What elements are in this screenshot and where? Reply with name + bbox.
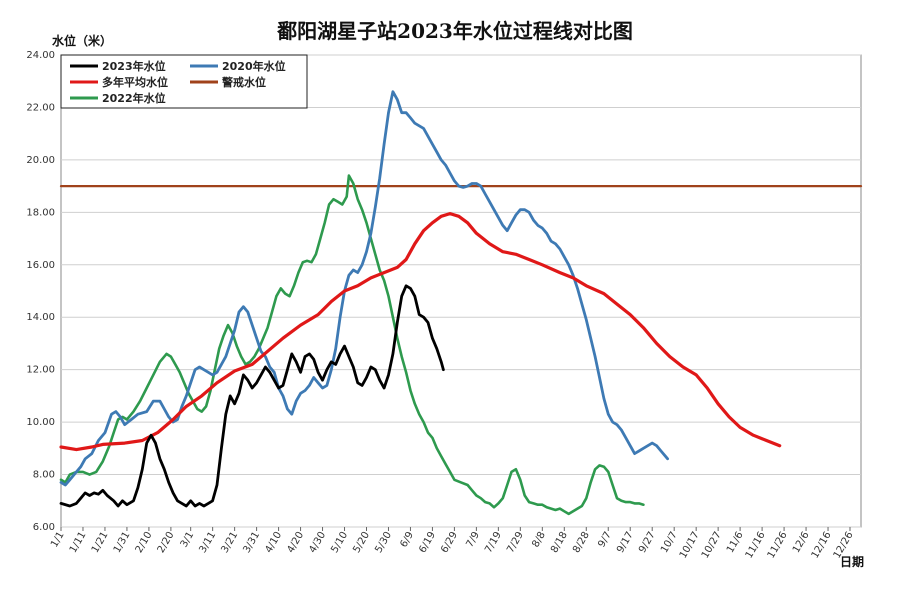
x-tick-label: 12/6 (791, 530, 812, 555)
legend-label: 多年平均水位 (102, 75, 168, 89)
legend-label: 2022年水位 (102, 91, 166, 105)
x-tick-label: 10/7 (659, 530, 680, 555)
series-lines (59, 90, 863, 516)
y-axis-label: 水位（米） (52, 33, 112, 48)
x-tick-label: 1/31 (112, 530, 133, 555)
x-tick-label: 8/8 (530, 530, 548, 549)
chart-title: 鄱阳湖星子站2023年水位过程线对比图 (276, 19, 633, 43)
x-tick-label: 6/19 (417, 530, 438, 555)
x-tick-label: 5/20 (351, 530, 372, 555)
x-tick-label: 9/17 (615, 530, 636, 555)
y-tick-label: 10.00 (26, 417, 55, 428)
x-tick-label: 7/19 (483, 530, 504, 555)
x-axis-label: 日期 (840, 554, 864, 569)
x-tick-label: 7/29 (505, 530, 526, 555)
y-tick-label: 6.00 (33, 522, 55, 533)
legend-label: 警戒水位 (221, 75, 266, 89)
x-tick-label: 11/26 (766, 530, 790, 560)
x-tick-label: 10/27 (700, 530, 724, 560)
y-tick-label: 12.00 (26, 365, 55, 376)
y-tick-label: 22.00 (26, 102, 55, 113)
x-tick-label: 4/10 (263, 530, 284, 555)
x-tick-label: 9/27 (637, 530, 658, 555)
x-tick-label: 2/10 (134, 530, 155, 555)
x-tick-label: 11/6 (725, 530, 746, 555)
series-line-2023年水位 (59, 284, 445, 508)
x-tick-label: 9/7 (596, 530, 614, 549)
x-tick-label: 6/29 (439, 530, 460, 555)
y-tick-label: 16.00 (26, 260, 55, 271)
x-tick-label: 4/20 (285, 530, 306, 555)
x-tick-label: 7/9 (464, 530, 482, 549)
legend-box (60, 54, 308, 109)
series-line-多年平均水位 (59, 212, 782, 452)
y-tick-label: 14.00 (26, 312, 55, 323)
y-tick-label: 20.00 (26, 155, 55, 166)
x-tick-label: 12/16 (810, 530, 834, 560)
x-tick-label: 8/18 (549, 530, 570, 555)
x-tick-label: 1/21 (90, 530, 111, 555)
x-tick-label: 6/9 (398, 530, 416, 549)
y-tick-label: 18.00 (26, 207, 55, 218)
x-tick-label: 10/17 (678, 530, 702, 560)
x-tick-label: 5/10 (329, 530, 350, 555)
y-tick-label: 24.00 (26, 50, 55, 61)
x-tick-label: 3/31 (241, 530, 262, 555)
x-tick-label: 3/11 (197, 530, 218, 555)
x-tick-label: 3/21 (219, 530, 240, 555)
y-tick-label: 8.00 (33, 470, 55, 481)
legend-label: 2020年水位 (222, 59, 286, 73)
x-tick-label: 3/1 (179, 530, 197, 549)
series-line-2022年水位 (59, 174, 645, 516)
x-tick-labels: 1/1 1/11 1/21 1/31 2/10 2/20 3/1 3/11 3/21 3/31 4/… (49, 530, 856, 560)
x-tick-label: 8/28 (571, 530, 592, 555)
series-line-2020年水位 (59, 90, 669, 487)
x-tick-label: 4/30 (307, 530, 328, 555)
x-tick-label: 1/11 (68, 530, 89, 555)
x-tick-label: 2/20 (156, 530, 177, 555)
x-tick-label: 5/30 (373, 530, 394, 555)
y-tick-labels: 6.00 8.00 10.00 12.00 14.00 16.00 18.00 20.00 22… (26, 50, 55, 533)
plot-area (60, 54, 862, 528)
x-tick-label: 11/16 (744, 530, 768, 560)
legend-label: 2023年水位 (102, 59, 166, 73)
